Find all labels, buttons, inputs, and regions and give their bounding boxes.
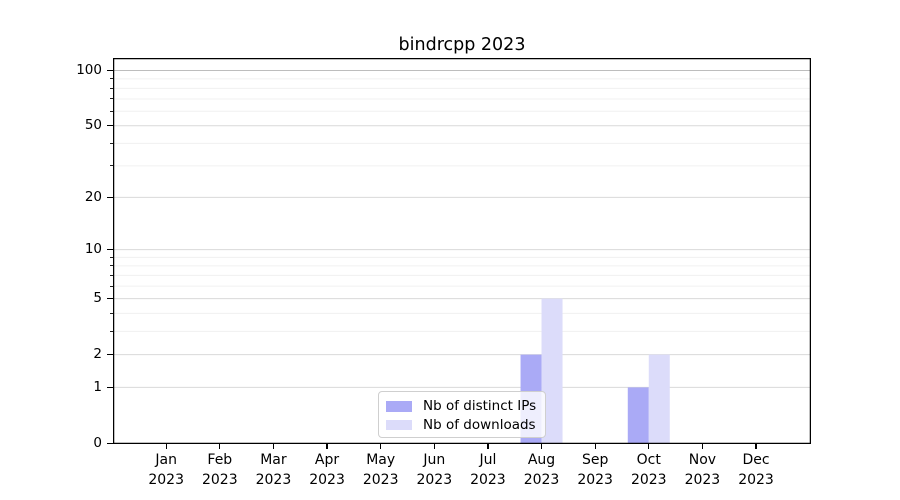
y-tick-label: 10 <box>84 241 102 258</box>
y-tick-label: 100 <box>76 61 102 78</box>
x-tick-month: May <box>366 452 396 468</box>
y-minor-tick <box>109 265 113 267</box>
plot-canvas <box>113 58 811 444</box>
x-tick <box>594 443 596 449</box>
x-tick <box>755 443 757 449</box>
legend: Nb of distinct IPs Nb of downloads <box>378 391 546 438</box>
x-tick-month: Mar <box>260 452 287 468</box>
x-tick-label: Oct 2023 <box>616 451 682 490</box>
x-tick <box>380 443 382 449</box>
x-tick <box>487 443 489 449</box>
x-tick-month: Dec <box>742 452 770 468</box>
x-tick-year: 2023 <box>309 471 345 488</box>
x-tick-year: 2023 <box>630 471 667 488</box>
y-minor-tick <box>109 87 113 89</box>
y-tick <box>106 442 113 445</box>
x-tick-month: Feb <box>207 452 233 468</box>
x-tick-label: Dec 2023 <box>723 451 789 490</box>
x-tick <box>272 443 275 449</box>
plot-area <box>113 58 811 444</box>
x-tick <box>540 443 543 449</box>
x-tick-label: Jan 2023 <box>133 451 199 490</box>
legend-label-distinct-ips: Nb of distinct IPs <box>423 398 537 415</box>
x-tick-label: Nov 2023 <box>669 451 735 490</box>
x-tick <box>701 443 704 449</box>
legend-label-downloads: Nb of downloads <box>423 416 536 433</box>
legend-swatch-distinct-ips-icon <box>386 401 412 412</box>
y-minor-tick <box>109 285 113 287</box>
x-tick-year: 2023 <box>523 471 560 488</box>
x-tick-label: Feb 2023 <box>187 451 253 490</box>
x-tick <box>648 443 650 449</box>
x-tick-month: Jan <box>155 452 177 468</box>
y-tick <box>106 125 113 127</box>
bar-aug-series1 <box>541 298 563 444</box>
x-tick <box>433 443 435 449</box>
x-tick-label: Jun 2023 <box>401 451 467 490</box>
x-tick-label: Jul 2023 <box>455 451 521 490</box>
y-tick <box>106 69 113 72</box>
x-tick-label: Mar 2023 <box>240 451 306 490</box>
x-tick-month: Jul <box>479 452 497 468</box>
y-tick-label: 0 <box>93 434 102 451</box>
x-tick-label: Aug 2023 <box>509 451 575 490</box>
y-tick-label: 2 <box>93 346 102 363</box>
y-minor-tick <box>109 98 113 100</box>
x-tick-year: 2023 <box>201 471 238 488</box>
y-tick-label: 50 <box>84 117 102 134</box>
y-tick <box>106 297 113 300</box>
x-tick-month: Oct <box>636 452 661 468</box>
y-tick-label: 5 <box>93 290 102 307</box>
x-tick-year: 2023 <box>577 471 613 488</box>
plot-spine <box>113 58 811 444</box>
x-tick-label: Sep 2023 <box>562 451 628 490</box>
x-tick-year: 2023 <box>738 471 774 488</box>
y-tick <box>106 248 113 251</box>
y-tick <box>106 353 113 356</box>
x-tick-month: Jun <box>423 452 446 468</box>
y-minor-tick <box>109 312 113 314</box>
x-tick-year: 2023 <box>255 471 292 488</box>
x-tick-label: May 2023 <box>348 451 414 490</box>
x-tick-year: 2023 <box>148 471 184 488</box>
x-tick <box>165 443 167 449</box>
y-tick <box>106 386 113 389</box>
y-minor-tick <box>109 330 113 332</box>
x-tick-month: Aug <box>527 452 556 468</box>
x-tick <box>326 443 328 449</box>
y-minor-tick <box>109 78 113 80</box>
x-tick-month: Nov <box>688 452 717 468</box>
y-tick-label: 20 <box>84 188 102 205</box>
x-tick-month: Apr <box>314 452 340 468</box>
x-tick-year: 2023 <box>684 471 721 488</box>
chart-title: bindrcpp 2023 <box>398 35 526 55</box>
y-minor-tick <box>109 142 113 144</box>
bar-oct-series1 <box>648 354 670 444</box>
legend-swatch-downloads-icon <box>386 419 412 430</box>
y-tick-label: 1 <box>93 378 102 395</box>
legend-row-distinct-ips: Nb of distinct IPs <box>386 397 537 416</box>
y-minor-tick <box>109 110 113 112</box>
y-minor-tick <box>109 256 113 258</box>
legend-row-downloads: Nb of downloads <box>386 416 537 435</box>
y-minor-tick <box>109 165 113 167</box>
y-tick <box>106 196 113 199</box>
bar-oct-series0 <box>627 387 649 444</box>
x-tick-year: 2023 <box>362 471 399 488</box>
y-minor-tick <box>109 274 113 276</box>
x-tick-month: Sep <box>581 452 609 468</box>
x-tick-label: Apr 2023 <box>294 451 360 490</box>
x-tick-year: 2023 <box>470 471 506 488</box>
x-tick <box>219 443 221 449</box>
x-tick-year: 2023 <box>416 471 453 488</box>
